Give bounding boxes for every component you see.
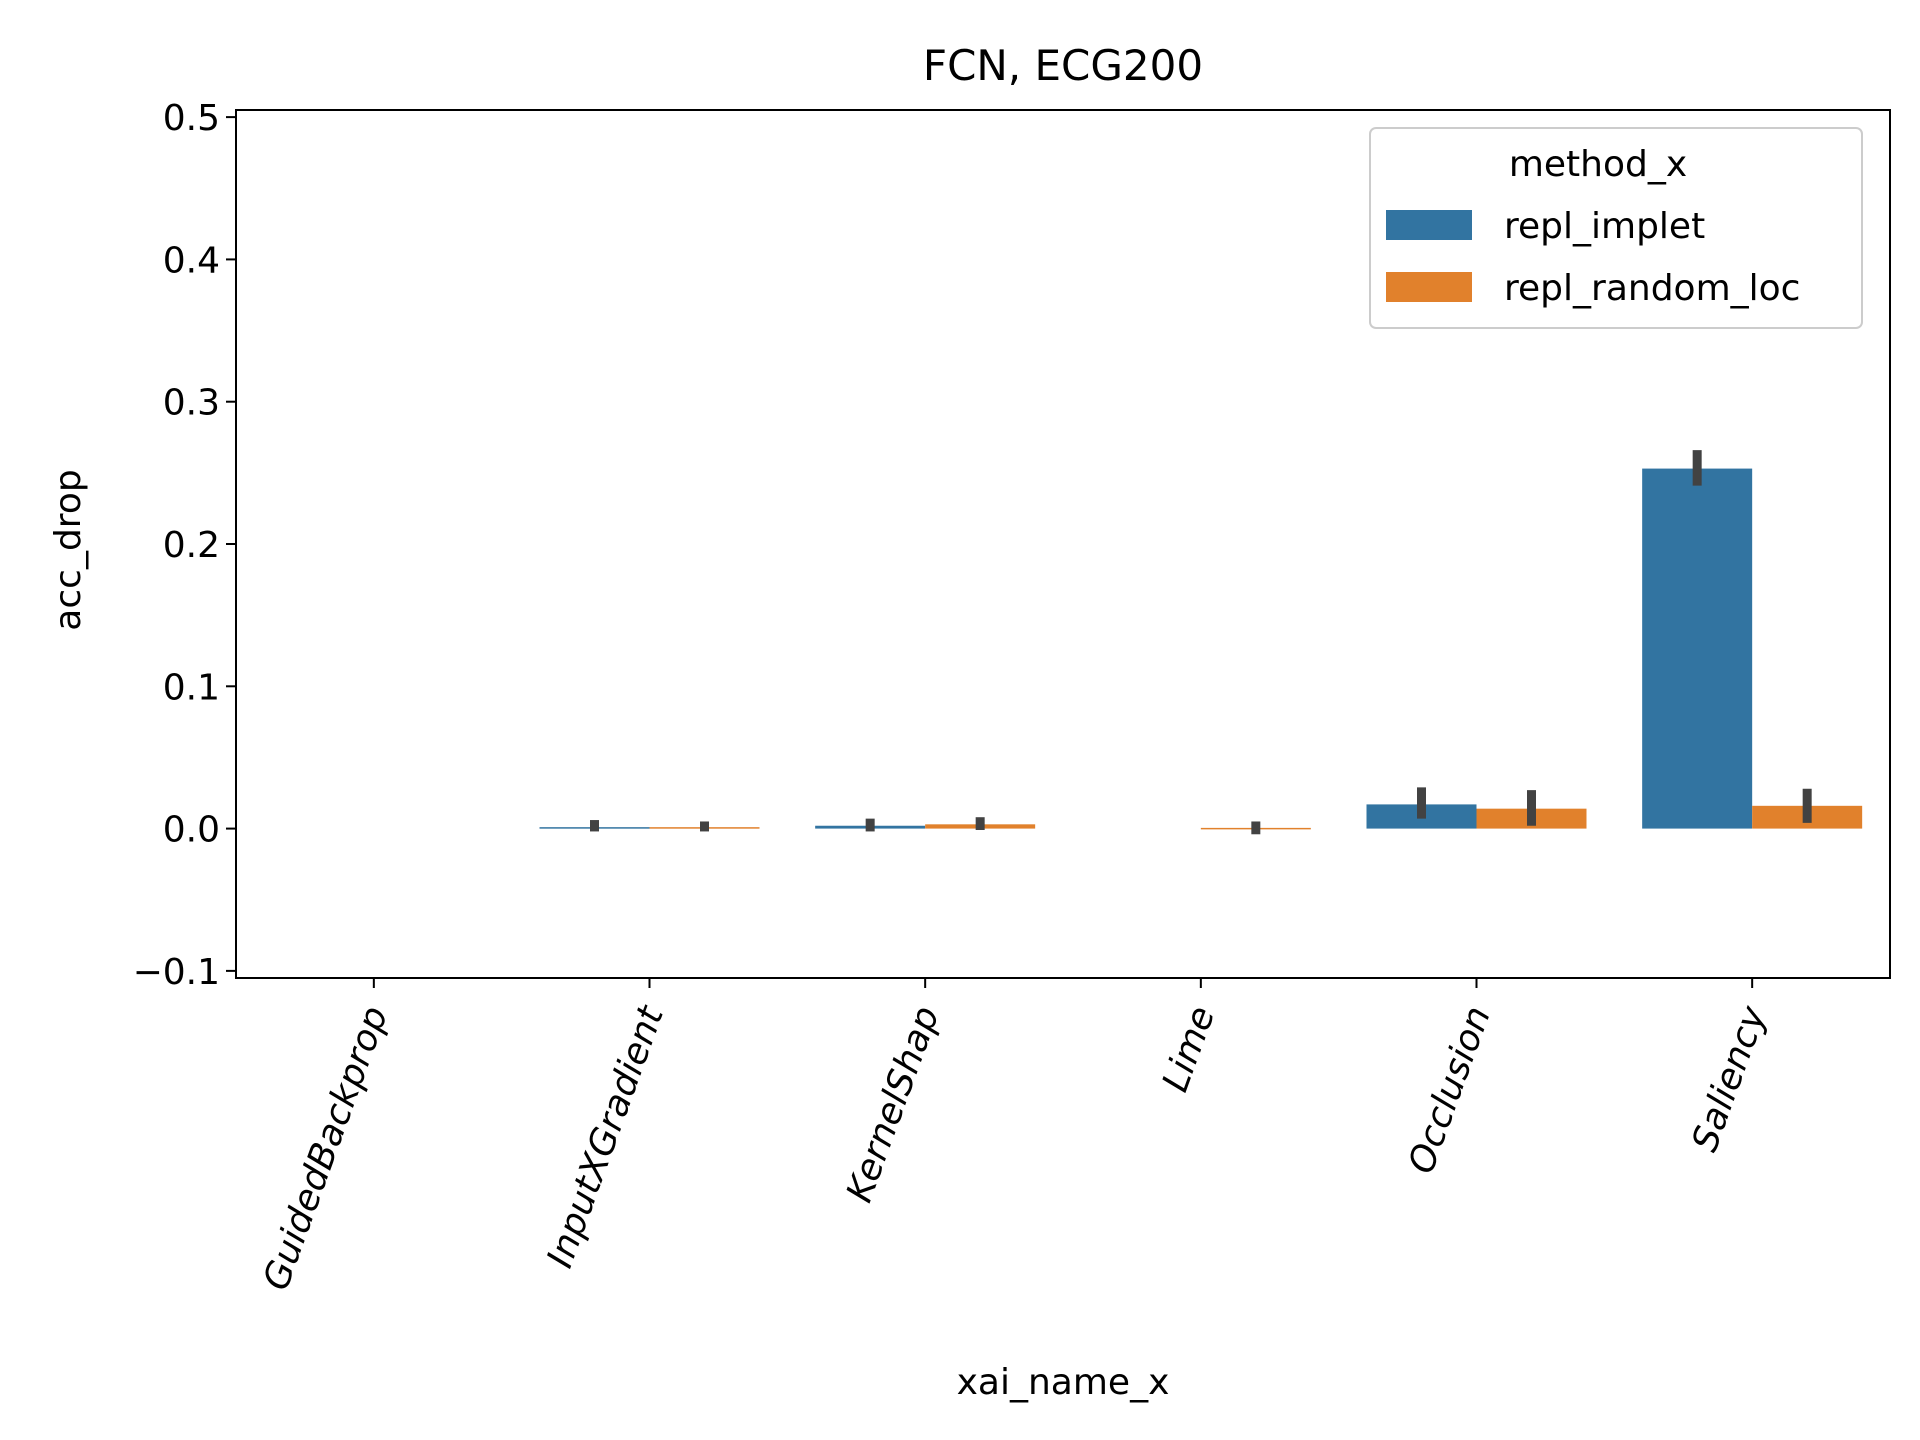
y-tick-label: −0.1 [133,952,220,993]
x-tick-label: Saliency [1684,1000,1774,1157]
chart-title: FCN, ECG200 [923,41,1203,90]
y-tick-label: 0.0 [163,810,220,851]
x-axis-label: xai_name_x [957,1362,1170,1403]
legend-entry-label: repl_implet [1504,206,1705,247]
legend-swatch [1386,210,1472,240]
x-tick-label: GuidedBackprop [256,1001,397,1296]
y-tick-label: 0.1 [163,667,220,708]
y-tick-label: 0.4 [163,240,220,281]
legend-box [1369,127,1863,329]
x-tick-label: Lime [1155,1001,1223,1097]
y-tick-label: 0.5 [163,98,220,139]
legend-entry-label: repl_random_loc [1504,268,1800,309]
x-tick-label: Occlusion [1401,1001,1499,1179]
legend-swatch [1386,272,1472,302]
legend: method_x repl_implet repl_random_loc [1369,127,1863,329]
y-tick-label: 0.3 [163,383,220,424]
bar [1642,468,1753,829]
x-tick-label: KernelShap [839,1001,948,1207]
y-tick-label: 0.2 [163,525,220,566]
y-axis-label: acc_drop [48,469,89,630]
x-tick-label: InputXGradient [540,999,673,1273]
legend-title: method_x [1509,144,1687,185]
